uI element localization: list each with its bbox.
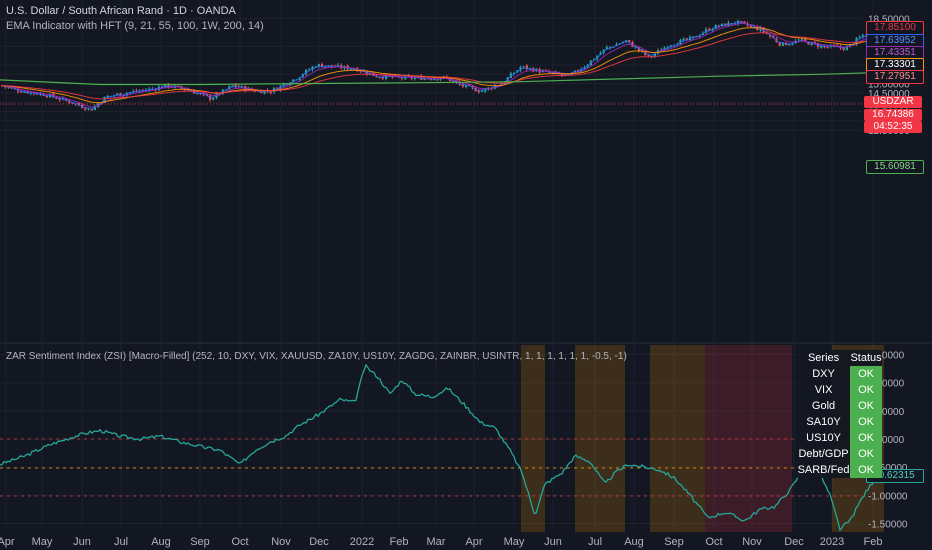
time-label: 2022 [350, 536, 374, 548]
ema-indicator-legend[interactable]: EMA Indicator with HFT (9, 21, 55, 100, … [6, 20, 264, 32]
time-label: Jun [544, 536, 562, 548]
last-price-tag: 16.74386 [864, 109, 922, 121]
time-label: 2023 [820, 536, 844, 548]
series-name: SA10Y [806, 416, 841, 428]
time-label: Jun [73, 536, 91, 548]
status-badge: OK [850, 414, 882, 430]
time-label: Apr [0, 536, 15, 548]
time-axis[interactable]: Apr May Jun Jul Aug Sep Oct Nov Dec 2022 Feb Mar Apr… [0, 536, 882, 548]
time-label: Oct [231, 536, 248, 548]
ema-200-tag: 15.60981 [866, 160, 924, 174]
sub-axis-label: -1.00000 [868, 491, 908, 502]
ema-lines [0, 21, 885, 110]
table-header-status: Status [850, 352, 882, 364]
sub-axis-label: 0.00000 [868, 435, 905, 446]
table-row: Debt/GDP OK [797, 446, 882, 462]
time-label: Dec [309, 536, 329, 548]
series-name: SARB/Fed [797, 464, 850, 476]
ema-tag-5: 17.27951 [866, 70, 924, 84]
time-label: May [504, 536, 525, 548]
series-name: Debt/GDP [798, 448, 849, 460]
table-row: DXY OK [797, 366, 882, 382]
status-badge: OK [850, 430, 882, 446]
status-badge: OK [850, 382, 882, 398]
sub-axis-label: 0.50000 [868, 407, 905, 418]
table-row: SARB/Fed OK [797, 462, 882, 478]
symbol-title[interactable]: U.S. Dollar / South African Rand · 1D · … [6, 5, 236, 17]
table-row: VIX OK [797, 382, 882, 398]
series-name: VIX [814, 384, 833, 396]
series-name: DXY [812, 368, 835, 380]
time-label: Oct [705, 536, 722, 548]
time-label: Jul [114, 536, 128, 548]
series-name: Gold [811, 400, 836, 412]
table-row: US10Y OK [797, 430, 882, 446]
time-label: Sep [664, 536, 684, 548]
status-badge: OK [850, 398, 882, 414]
time-label: Feb [390, 536, 409, 548]
table-row: Gold OK [797, 398, 882, 414]
symbol-tag: USDZAR [864, 96, 922, 108]
table-row: SA10Y OK [797, 414, 882, 430]
zsi-line [0, 363, 885, 532]
price-label: 15.00000 [868, 80, 910, 91]
zsi-indicator-legend[interactable]: ZAR Sentiment Index (ZSI) [Macro-Filled]… [6, 351, 627, 362]
time-label: Aug [624, 536, 644, 548]
time-label: Feb [864, 536, 883, 548]
status-badge: OK [850, 446, 882, 462]
sub-axis-label: 1.00000 [868, 379, 905, 390]
time-label: May [32, 536, 53, 548]
table-header-row: Series Status [797, 350, 882, 366]
sub-axis[interactable]: 1.50000 1.00000 0.50000 0.00000 -0.50000 -1.0… [868, 351, 908, 531]
grid-lines [0, 0, 874, 530]
sub-axis-label: 1.50000 [868, 351, 905, 362]
time-label: Nov [742, 536, 762, 548]
time-label: Dec [784, 536, 804, 548]
status-badge: OK [850, 462, 882, 478]
price-label: 18.50000 [868, 15, 910, 26]
time-label: Jul [588, 536, 602, 548]
time-label: Mar [427, 536, 446, 548]
series-name: US10Y [806, 432, 841, 444]
sub-axis-label: -0.50000 [868, 463, 908, 474]
bar-countdown: 04:52:35 [864, 121, 922, 133]
time-label: Aug [151, 536, 171, 548]
time-label: Nov [271, 536, 291, 548]
ema-tag-1: 17.85100 [866, 21, 924, 35]
price-label: 14.50000 [868, 89, 910, 100]
table-header-series: Series [807, 352, 840, 364]
time-label: Apr [465, 536, 482, 548]
status-badge: OK [850, 366, 882, 382]
sub-axis-label: -1.50000 [868, 519, 908, 530]
series-status-table: Series Status DXY OK VIX OK Gold OK SA10Y OK… [797, 350, 882, 478]
time-label: Sep [190, 536, 210, 548]
